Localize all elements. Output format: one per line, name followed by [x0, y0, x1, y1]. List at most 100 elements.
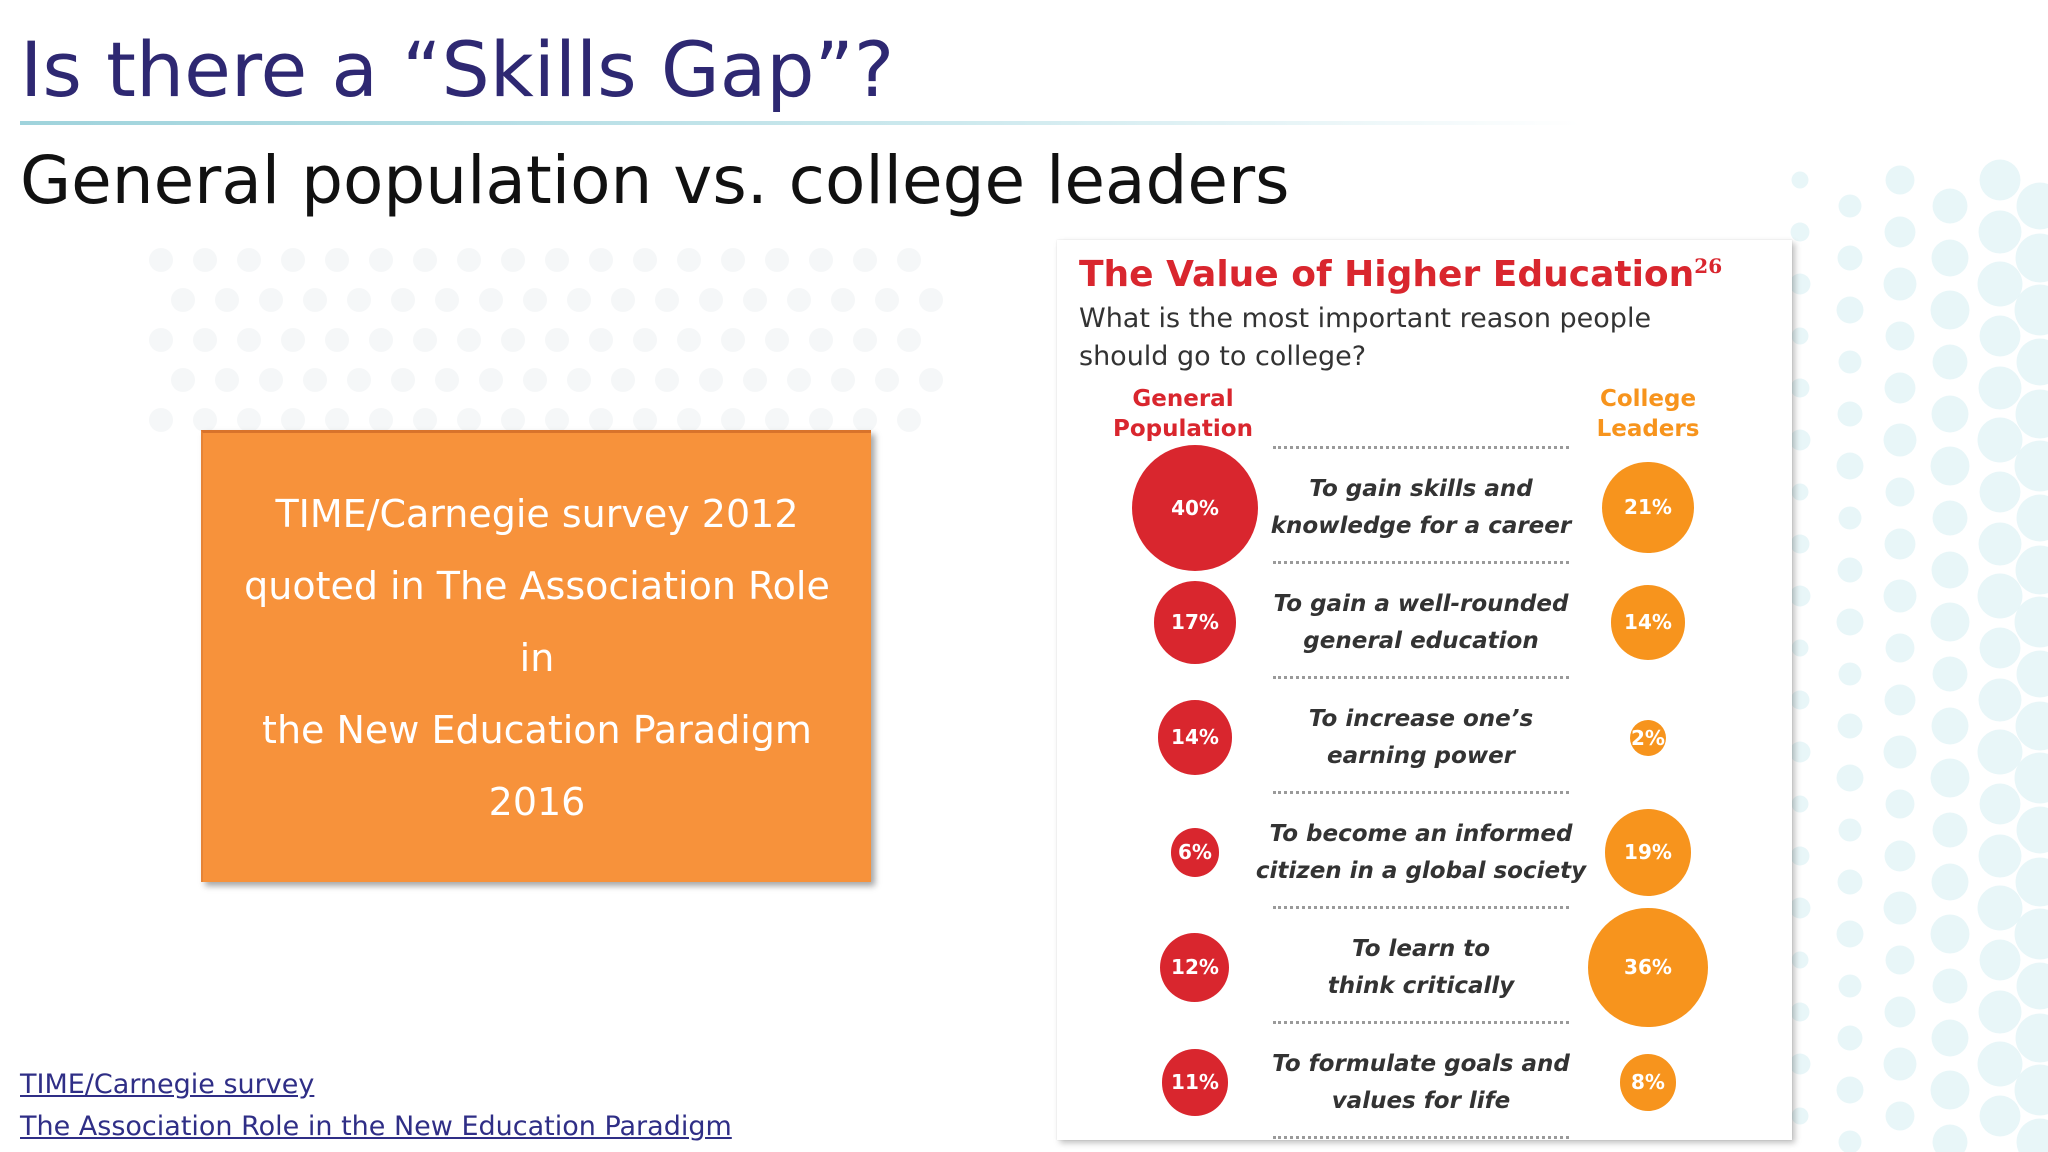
reason-label: To formulate goals and values for life — [1272, 1050, 1570, 1114]
background-dot — [1931, 707, 1969, 745]
background-dot — [1838, 194, 1862, 218]
college-leaders-value: 19% — [1624, 840, 1672, 865]
background-dot — [1931, 1019, 1969, 1057]
background-dot — [369, 248, 393, 272]
background-dot — [1837, 869, 1863, 895]
background-dot — [2015, 701, 2048, 751]
background-dot — [149, 248, 173, 272]
general-population-bubble: 40% — [1132, 444, 1258, 571]
background-dot — [611, 288, 635, 312]
background-dot — [1978, 990, 2022, 1034]
background-dot — [1790, 1002, 1810, 1022]
infographic-title-text: The Value of Higher Education — [1079, 254, 1695, 295]
background-dot — [677, 408, 701, 432]
background-dot — [1978, 210, 2022, 254]
background-dot — [567, 368, 591, 392]
background-dot — [303, 288, 327, 312]
background-dot — [875, 368, 899, 392]
background-dot — [1838, 1130, 1862, 1152]
background-dot — [633, 248, 657, 272]
background-dot — [743, 288, 767, 312]
background-dot — [1977, 885, 2023, 931]
infographic-title: The Value of Higher Education26 — [1079, 254, 1722, 295]
background-dot — [303, 368, 327, 392]
background-dot — [853, 328, 877, 352]
background-dot — [1789, 585, 1811, 607]
background-dot — [1979, 627, 2021, 669]
general-population-bubble: 12% — [1160, 932, 1230, 1002]
background-dot — [1885, 789, 1915, 819]
background-dot — [787, 288, 811, 312]
college-leaders-bubble: 21% — [1602, 461, 1694, 554]
row-divider — [1273, 446, 1569, 449]
background-dot — [215, 368, 239, 392]
general-population-bubble: 17% — [1153, 581, 1237, 664]
background-dot — [809, 408, 833, 432]
background-dot — [149, 328, 173, 352]
background-dot — [435, 368, 459, 392]
background-dot — [1978, 678, 2022, 722]
row-divider — [1273, 561, 1569, 564]
background-dot — [1885, 165, 1915, 195]
background-dot — [1789, 897, 1811, 919]
background-dot — [1884, 372, 1916, 404]
background-dot — [853, 408, 877, 432]
background-dot — [1932, 344, 1968, 380]
background-dot — [919, 288, 943, 312]
background-dot — [831, 288, 855, 312]
background-dot — [2015, 545, 2048, 595]
background-dot — [1790, 846, 1810, 866]
college-leaders-value: 2% — [1631, 725, 1665, 750]
background-dot — [1837, 557, 1863, 583]
background-dot — [1977, 261, 2023, 307]
background-dot — [1837, 245, 1863, 271]
background-dot — [2015, 1013, 2048, 1063]
association-role-paper-link[interactable]: The Association Role in the New Educatio… — [20, 1111, 732, 1142]
time-carnegie-survey-link[interactable]: TIME/Carnegie survey — [20, 1069, 315, 1100]
background-dot — [1930, 290, 1970, 330]
college-leaders-bubble: 36% — [1588, 907, 1708, 1028]
background-dot — [919, 368, 943, 392]
background-dot — [1932, 500, 1968, 536]
background-dot — [501, 408, 525, 432]
background-dot — [2014, 440, 2048, 492]
background-dot — [347, 288, 371, 312]
background-dot — [545, 408, 569, 432]
college-leaders-bubble: 8% — [1619, 1054, 1677, 1111]
background-dot — [391, 368, 415, 392]
background-dot — [765, 328, 789, 352]
background-dot — [1931, 395, 1969, 433]
background-dot — [2015, 389, 2048, 439]
background-dot — [1932, 812, 1968, 848]
background-dot — [897, 328, 921, 352]
background-dot — [2016, 338, 2048, 386]
source-links: TIME/Carnegie survey The Association Rol… — [20, 1064, 732, 1148]
background-dot — [1978, 366, 2022, 410]
background-dot — [1790, 534, 1810, 554]
background-dot — [2016, 650, 2048, 698]
background-dot — [1836, 764, 1864, 792]
background-dot — [281, 328, 305, 352]
background-dot — [2016, 494, 2048, 542]
background-dot — [1789, 741, 1811, 763]
background-dot — [1790, 378, 1810, 398]
background-dot — [743, 368, 767, 392]
background-dot — [1837, 401, 1863, 427]
background-dot — [1977, 573, 2023, 619]
background-dot — [1931, 863, 1969, 901]
background-dot — [1790, 690, 1810, 710]
background-dot — [1885, 945, 1915, 975]
title-underline — [20, 121, 1580, 125]
background-dot — [369, 408, 393, 432]
background-dot — [171, 368, 195, 392]
background-dot — [1837, 713, 1863, 739]
background-dot — [1932, 656, 1968, 692]
background-dot — [589, 248, 613, 272]
general-population-value: 6% — [1178, 840, 1212, 865]
background-dot — [1836, 1076, 1864, 1104]
background-dot — [1930, 1070, 1970, 1110]
background-dot — [237, 248, 261, 272]
background-dot — [325, 328, 349, 352]
background-dot — [809, 248, 833, 272]
general-population-bubble: 14% — [1157, 700, 1233, 775]
